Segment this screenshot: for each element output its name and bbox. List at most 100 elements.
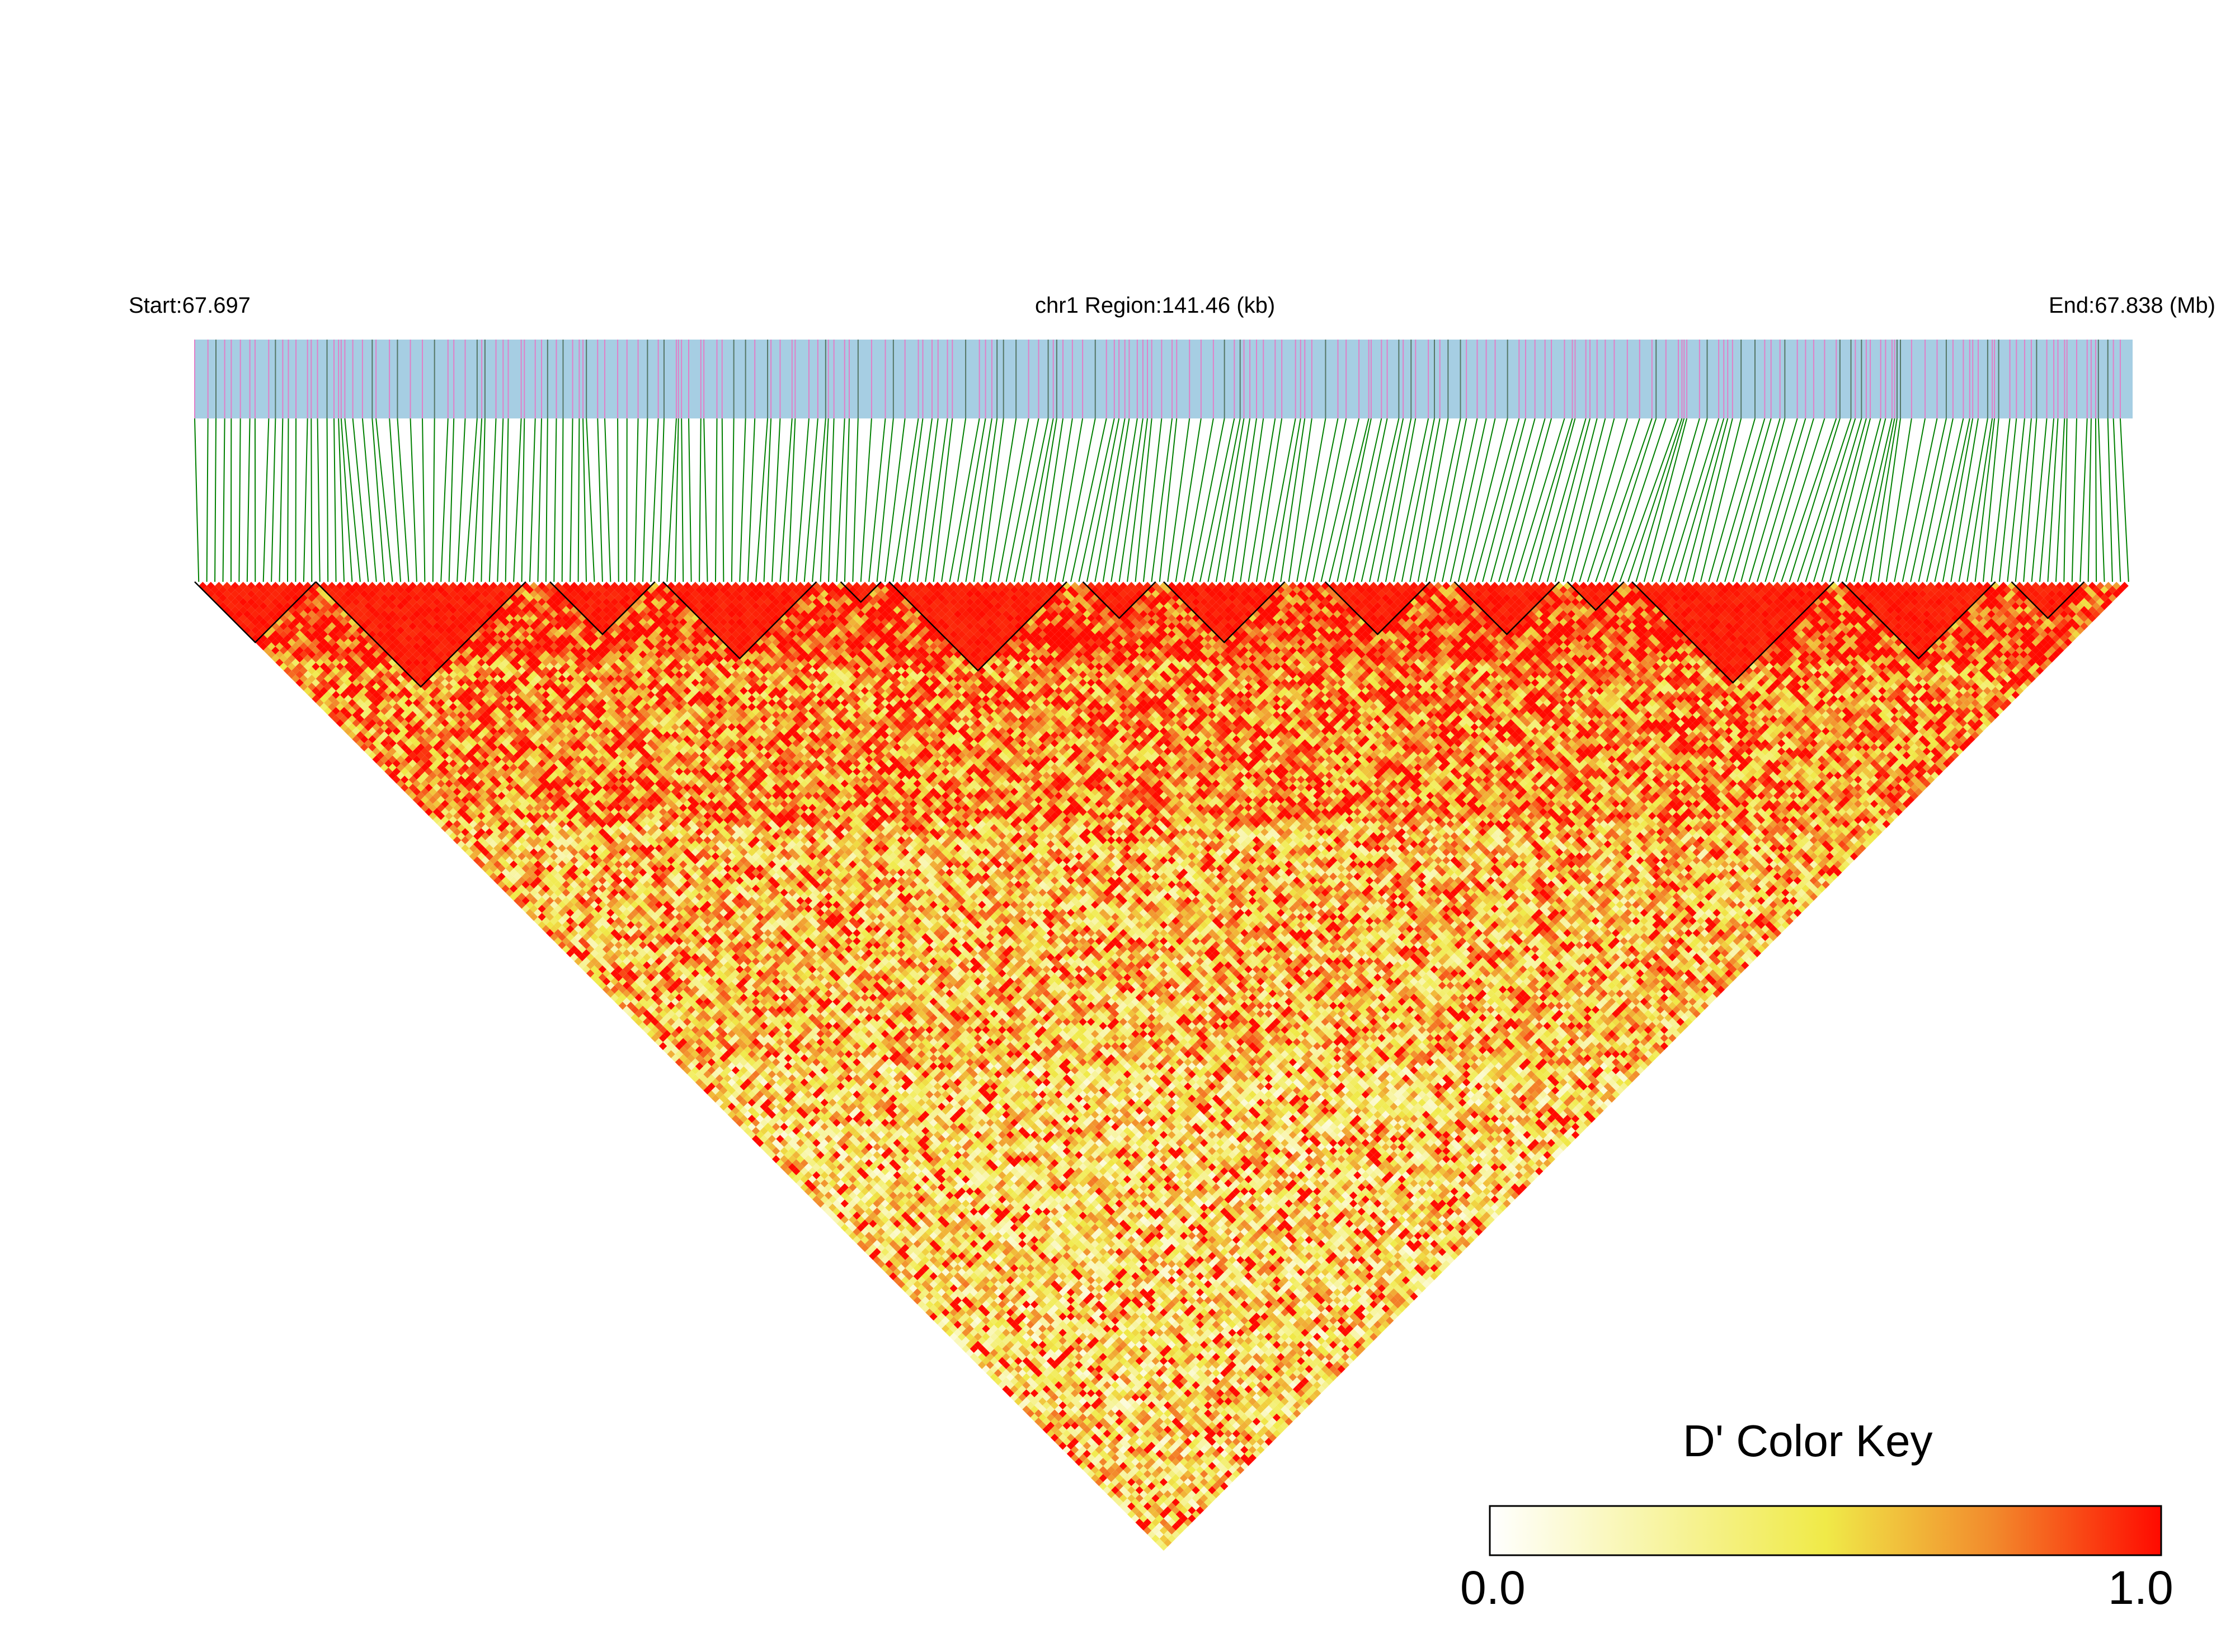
snp-connector <box>317 418 321 582</box>
snp-connector <box>206 418 209 582</box>
snp-connector <box>262 418 270 582</box>
ld-cell <box>332 715 340 723</box>
ld-cell <box>800 1175 808 1184</box>
ld-cell <box>829 1187 837 1196</box>
ld-cell <box>937 1304 946 1313</box>
ld-cell <box>1164 1538 1172 1547</box>
ld-cell <box>1022 1389 1031 1397</box>
ld-cell <box>703 1078 712 1087</box>
snp-connector <box>2071 418 2077 582</box>
ld-cell <box>792 1159 801 1168</box>
ld-cell <box>1002 1369 1010 1377</box>
ld-cell <box>994 1377 1003 1386</box>
ld-cell <box>986 1353 994 1361</box>
ld-cell <box>514 896 522 905</box>
ld-cell <box>429 812 437 820</box>
ld-cell <box>1062 1446 1071 1454</box>
snp-connector <box>1118 418 1144 582</box>
ld-cell <box>1123 1506 1132 1515</box>
ld-cell <box>667 1025 675 1034</box>
snp-connector <box>582 418 587 582</box>
snp-connector <box>650 418 659 582</box>
ld-cell <box>255 638 264 647</box>
ld-cell <box>925 1309 934 1317</box>
ld-cell <box>942 1309 950 1317</box>
ld-cell <box>529 888 538 897</box>
ld-cell <box>421 796 429 804</box>
ld-cell <box>909 1276 917 1284</box>
ld-cell <box>844 1203 853 1212</box>
ld-cell <box>352 719 360 727</box>
ld-cell <box>1075 1449 1083 1458</box>
snp-connector <box>1676 418 1725 582</box>
ld-cell <box>271 654 280 663</box>
ld-cell <box>792 1175 801 1184</box>
snp-connector <box>1029 418 1057 582</box>
ld-cell <box>816 1191 825 1200</box>
ld-cell <box>461 820 469 829</box>
snp-connector <box>771 418 781 582</box>
ld-cell <box>933 1309 942 1317</box>
ld-cell <box>776 1151 784 1159</box>
ld-cell <box>667 1034 675 1042</box>
ld-cell <box>461 828 469 836</box>
ld-cell <box>776 1159 784 1168</box>
snp-connector <box>1853 418 1893 582</box>
ld-cell <box>489 856 498 865</box>
ld-cell <box>606 973 615 982</box>
ld-cell <box>853 1236 861 1244</box>
ld-cell <box>223 590 231 598</box>
ld-cell <box>509 876 518 885</box>
ld-cell <box>291 674 300 683</box>
ld-cell <box>1135 1502 1144 1510</box>
ld-cell <box>1058 1433 1067 1442</box>
ld-cell <box>457 824 465 832</box>
ld-cell <box>303 679 312 687</box>
ld-cell <box>1026 1393 1035 1401</box>
ld-cell <box>643 1018 651 1026</box>
ld-cell <box>323 707 332 716</box>
ld-cell <box>905 1288 914 1297</box>
ld-cell <box>869 1244 877 1252</box>
ld-cell <box>590 957 599 966</box>
ld-cell <box>1055 1437 1063 1446</box>
snp-connector <box>1038 418 1064 582</box>
ld-cell <box>348 715 356 723</box>
ld-cell <box>396 771 405 780</box>
snp-connector <box>448 418 455 582</box>
ld-cell <box>897 1256 906 1264</box>
ld-cell <box>857 1231 865 1240</box>
ld-cell <box>219 602 227 610</box>
ld-cell <box>401 783 409 792</box>
ld-cell <box>416 799 425 808</box>
ld-cell <box>816 1183 825 1192</box>
snp-connector <box>828 418 835 582</box>
ld-cell <box>792 1151 801 1159</box>
snp-connector <box>666 418 677 582</box>
ld-cell <box>493 868 502 877</box>
ld-cell <box>869 1236 877 1244</box>
ld-cell <box>1055 1429 1063 1438</box>
ld-cell <box>263 638 272 647</box>
ld-cell <box>376 751 385 760</box>
snp-connector <box>1433 418 1467 582</box>
ld-cell <box>703 1062 712 1071</box>
ld-cell <box>796 1171 804 1180</box>
snp-connector <box>1789 418 1841 582</box>
ld-cell <box>473 840 482 849</box>
ld-cell <box>332 699 340 707</box>
snp-connector <box>1603 418 1657 582</box>
ld-cell <box>425 783 433 792</box>
ld-cell <box>905 1280 914 1288</box>
ld-cell <box>432 816 441 824</box>
ld-cell <box>227 586 236 594</box>
ld-cell <box>913 1296 921 1305</box>
ld-cell <box>598 965 607 974</box>
ld-cell <box>554 937 562 945</box>
ld-cell <box>1095 1478 1103 1486</box>
ld-cell <box>1086 1462 1095 1470</box>
ld-cell <box>651 1018 659 1026</box>
ld-cell <box>860 1220 869 1228</box>
ld-cell <box>590 949 599 958</box>
